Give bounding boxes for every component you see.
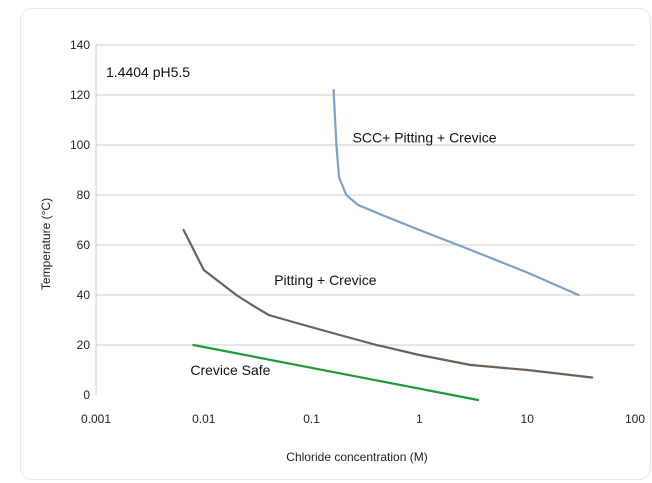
chart-title: 1.4404 pH5.5 [106,64,190,80]
chart-card [20,8,651,480]
y-tick-label: 120 [70,88,90,102]
series-line-crevice [192,343,480,402]
y-axis-title: Temperature (°C) [39,198,53,290]
series-lines [182,88,594,402]
x-tick-label: 10 [521,412,535,426]
y-tick-label: 80 [77,188,91,202]
x-axis-title: Chloride concentration (M) [286,450,427,464]
region-label: SCC+ Pitting + Crevice [353,130,497,146]
y-tick-label: 20 [77,338,91,352]
y-tick-label: 140 [70,38,90,52]
x-tick-label: 0.1 [303,412,320,426]
y-tick-label: 40 [77,288,91,302]
x-tick-labels: 0.001 0.01 0.1 1 10 100 [81,412,645,426]
x-tick-label: 1 [416,412,423,426]
y-tick-label: 100 [70,138,90,152]
region-label: Pitting + Crevice [274,272,377,288]
x-tick-label: 0.001 [81,412,111,426]
series-line-scc [332,88,580,297]
y-tick-labels: 0 20 40 60 80 100 120 140 [70,38,90,402]
gridlines [95,44,635,395]
x-tick-label: 100 [625,412,645,426]
x-tick-label: 0.01 [192,412,216,426]
series-line-pitting [182,228,594,379]
region-labels: SCC+ Pitting + Crevice Pitting + Crevice C… [190,130,496,379]
region-label: Crevice Safe [190,362,270,378]
y-tick-label: 0 [83,388,90,402]
y-tick-label: 60 [77,238,91,252]
